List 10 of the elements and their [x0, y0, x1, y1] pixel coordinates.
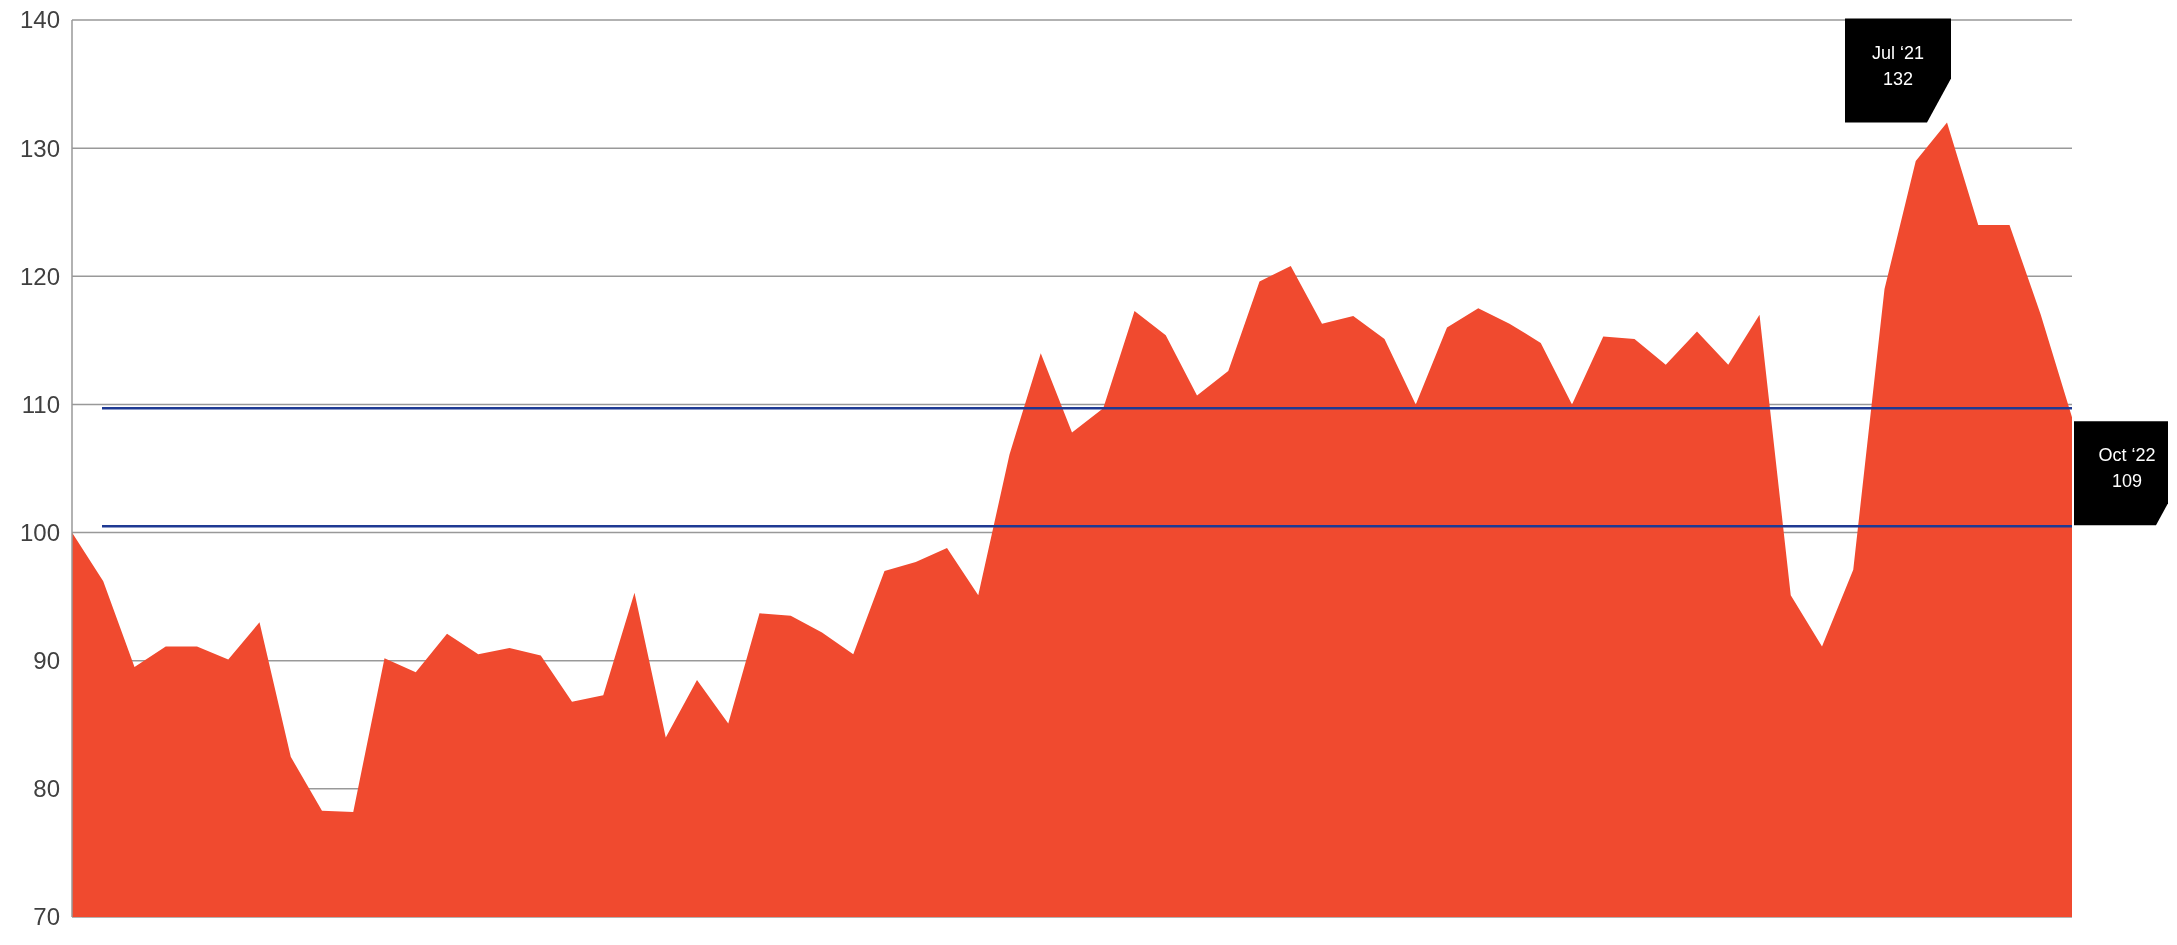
y-tick-label: 100	[19, 518, 60, 546]
y-tick-label: 80	[33, 775, 60, 803]
text: Oct ‘22 109	[2098, 445, 2156, 492]
y-tick-label: 120	[19, 262, 60, 290]
y-tick-label: 90	[33, 647, 60, 675]
y-tick-label: 130	[19, 134, 60, 162]
annotation: Jul ‘21 132	[1871, 42, 1925, 89]
y-tick-label: 70	[33, 903, 60, 931]
y-tick-label: 110	[21, 390, 60, 418]
y-tick-label: 140	[19, 6, 60, 34]
